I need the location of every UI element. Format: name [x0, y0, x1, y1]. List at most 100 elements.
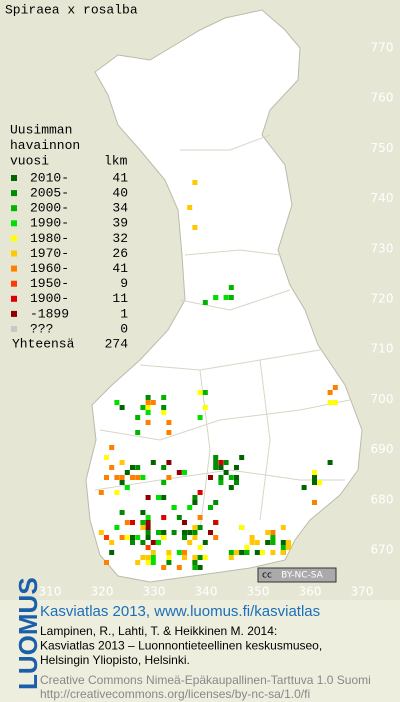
y-grid-label: 710: [371, 342, 394, 356]
occurrence-square: [197, 415, 203, 420]
occurrence-square: [197, 390, 203, 395]
occurrence-square: [213, 455, 219, 460]
y-grid-label: 700: [371, 392, 394, 406]
license-badge: cc BY-NC-SA: [257, 567, 337, 583]
occurrence-square: [145, 535, 151, 540]
occurrence-square: [312, 500, 317, 505]
legend-label: 1980-: [30, 231, 69, 246]
license-line: Creative Commons Nimeä-Epäkaupallinen-Ta…: [40, 673, 371, 687]
occurrence-square: [192, 495, 198, 500]
occurrence-square: [182, 520, 187, 525]
occurrence-square: [244, 545, 250, 550]
logo: LUOMUS: [13, 577, 43, 690]
legend-total-label: Yhteensä: [12, 337, 75, 352]
occurrence-square: [124, 485, 130, 490]
legend-heading: vuosi: [10, 153, 49, 168]
occurrence-square: [114, 400, 120, 405]
occurrence-square: [150, 550, 156, 555]
y-grid-label: 690: [371, 442, 394, 456]
occurrence-square: [223, 470, 229, 475]
legend-swatch: [11, 310, 17, 317]
occurrence-square: [192, 225, 198, 230]
y-grid-label: 680: [371, 492, 394, 506]
occurrence-square: [140, 525, 146, 530]
occurrence-square: [312, 475, 317, 480]
occurrence-square: [166, 460, 172, 465]
legend-swatch: [11, 235, 17, 242]
legend-count: 1: [120, 306, 128, 321]
occurrence-square: [140, 520, 146, 525]
occurrence-square: [327, 400, 333, 405]
legend-heading: havainnon: [10, 138, 80, 153]
legend-label: 1960-: [30, 261, 69, 276]
occurrence-square: [119, 405, 125, 410]
occurrence-square: [218, 480, 224, 485]
occurrence-square: [218, 465, 224, 470]
occurrence-square: [192, 535, 198, 540]
occurrence-square: [104, 475, 109, 480]
occurrence-square: [145, 555, 151, 560]
occurrence-square: [98, 490, 104, 495]
occurrence-square: [213, 535, 219, 540]
occurrence-square: [187, 530, 193, 535]
occurrence-square: [145, 525, 151, 530]
occurrence-square: [145, 410, 151, 415]
badge-terms: BY-NC-SA: [281, 571, 324, 581]
occurrence-square: [197, 490, 203, 495]
occurrence-square: [332, 385, 338, 390]
occurrence-square: [130, 465, 135, 470]
occurrence-square: [332, 400, 338, 405]
legend-swatch: [11, 295, 17, 302]
occurrence-square: [176, 515, 182, 520]
occurrence-square: [119, 535, 125, 540]
occurrence-square: [176, 565, 182, 570]
occurrence-square: [119, 480, 125, 485]
occurrence-square: [260, 550, 265, 555]
occurrence-square: [140, 510, 146, 515]
occurrence-square: [161, 535, 167, 540]
legend-count: 40: [112, 186, 128, 201]
citation-line: Lampinen, R., Lahti, T. & Heikkinen M. 2…: [40, 624, 277, 638]
occurrence-square: [135, 560, 141, 565]
occurrence-square: [228, 475, 234, 480]
legend-label: 1970-: [30, 246, 69, 261]
occurrence-square: [176, 470, 182, 475]
occurrence-square: [254, 540, 260, 545]
occurrence-square: [161, 395, 167, 400]
legend-swatch: [11, 220, 17, 227]
occurrence-square: [145, 560, 151, 565]
occurrence-square: [150, 560, 156, 565]
occurrence-square: [150, 540, 156, 545]
occurrence-square: [171, 505, 177, 510]
occurrence-square: [192, 180, 198, 185]
x-grid-label: 370: [351, 585, 374, 599]
occurrence-square: [176, 550, 182, 555]
occurrence-square: [249, 535, 255, 540]
legend-count: 9: [120, 276, 128, 291]
legend-swatch: [11, 326, 17, 332]
y-grid-label: 770: [371, 41, 394, 55]
occurrence-square: [156, 495, 161, 500]
occurrence-square: [327, 390, 333, 395]
occurrence-square: [182, 535, 187, 540]
occurrence-square: [213, 460, 219, 465]
occurrence-square: [140, 405, 146, 410]
occurrence-square: [234, 465, 239, 470]
occurrence-square: [208, 505, 213, 510]
legend-count: 11: [112, 291, 128, 306]
occurrence-square: [145, 400, 151, 405]
occurrence-square: [213, 295, 219, 300]
occurrence-square: [140, 475, 146, 480]
occurrence-square: [228, 295, 234, 300]
legend-count: 0: [120, 321, 128, 336]
occurrence-square: [228, 285, 234, 290]
occurrence-square: [187, 540, 193, 545]
occurrence-square: [280, 550, 286, 555]
occurrence-square: [254, 550, 260, 555]
occurrence-square: [156, 540, 161, 545]
occurrence-square: [166, 430, 172, 435]
occurrence-square: [109, 445, 115, 450]
occurrence-square: [228, 555, 234, 560]
occurrence-square: [166, 560, 172, 565]
